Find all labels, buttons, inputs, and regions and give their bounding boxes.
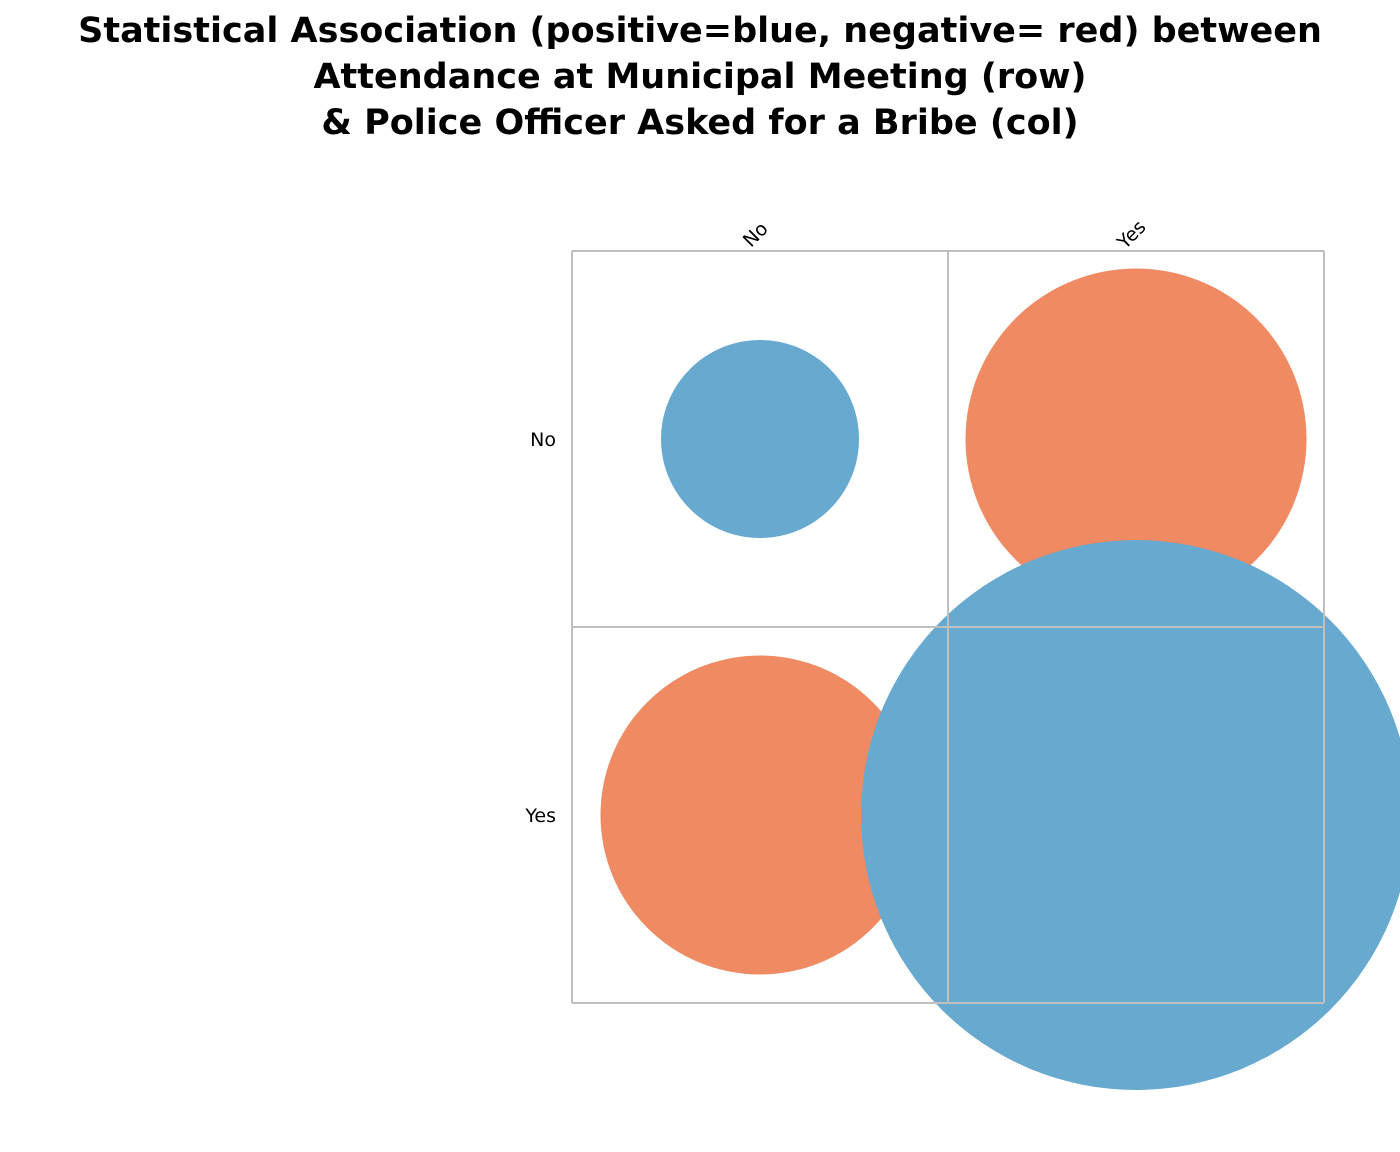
circles-layer bbox=[600, 268, 1400, 1090]
association-circle-no-yes bbox=[965, 268, 1307, 610]
col-label-no: No bbox=[739, 218, 773, 252]
chart-title-line-3: & Police Officer Asked for a Bribe (col) bbox=[321, 103, 1079, 143]
association-circle-no-no bbox=[661, 340, 859, 538]
association-circle-yes-yes bbox=[861, 540, 1400, 1090]
chart-title-line-2: Attendance at Municipal Meeting (row) bbox=[313, 57, 1087, 97]
col-label-yes: Yes bbox=[1112, 216, 1150, 254]
chart-title-line-1: Statistical Association (positive=blue, … bbox=[78, 11, 1322, 51]
grid-layer bbox=[571, 250, 1325, 1004]
association-circle-yes-no bbox=[600, 655, 920, 975]
row-label-no: No bbox=[530, 429, 556, 451]
row-label-yes: Yes bbox=[524, 805, 556, 827]
chart-title: Statistical Association (positive=blue, … bbox=[0, 8, 1400, 146]
